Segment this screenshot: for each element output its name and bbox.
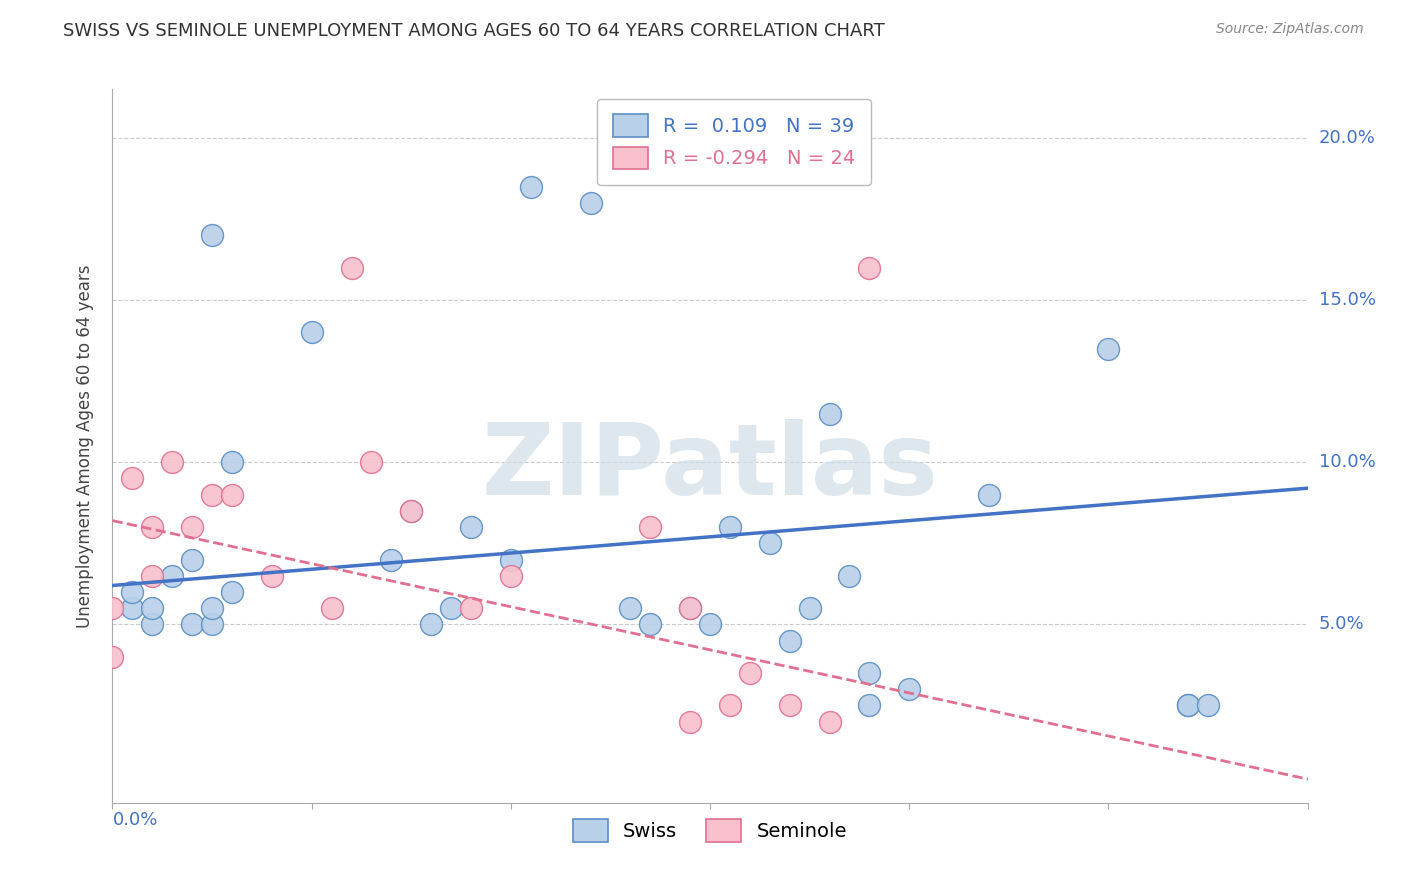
Point — [818, 714, 841, 729]
Point — [460, 601, 482, 615]
Legend: Swiss, Seminole: Swiss, Seminole — [557, 804, 863, 857]
Point — [679, 714, 702, 729]
Point — [640, 520, 662, 534]
Text: ZIPatlas: ZIPatlas — [482, 419, 938, 516]
Text: 15.0%: 15.0% — [1319, 291, 1375, 309]
Text: 10.0%: 10.0% — [1319, 453, 1375, 471]
Y-axis label: Unemployment Among Ages 60 to 64 years: Unemployment Among Ages 60 to 64 years — [76, 264, 94, 628]
Point — [738, 666, 761, 681]
Point — [898, 682, 921, 697]
Point — [321, 601, 343, 615]
Point — [679, 601, 702, 615]
Point — [520, 179, 543, 194]
Text: Source: ZipAtlas.com: Source: ZipAtlas.com — [1216, 22, 1364, 37]
Point — [301, 326, 323, 340]
Point — [181, 520, 204, 534]
Point — [579, 195, 602, 210]
Point — [121, 585, 143, 599]
Point — [201, 601, 224, 615]
Point — [141, 601, 163, 615]
Point — [141, 568, 163, 582]
Point — [619, 601, 641, 615]
Point — [181, 552, 204, 566]
Point — [221, 585, 243, 599]
Point — [260, 568, 283, 582]
Point — [221, 455, 243, 469]
Point — [141, 617, 163, 632]
Point — [699, 617, 721, 632]
Point — [440, 601, 463, 615]
Point — [818, 407, 841, 421]
Point — [420, 617, 443, 632]
Point — [460, 520, 482, 534]
Point — [718, 520, 741, 534]
Point — [858, 260, 880, 275]
Point — [1197, 698, 1219, 713]
Point — [838, 568, 860, 582]
Point — [779, 633, 801, 648]
Point — [640, 617, 662, 632]
Point — [401, 504, 423, 518]
Text: SWISS VS SEMINOLE UNEMPLOYMENT AMONG AGES 60 TO 64 YEARS CORRELATION CHART: SWISS VS SEMINOLE UNEMPLOYMENT AMONG AGE… — [63, 22, 884, 40]
Point — [101, 649, 124, 664]
Point — [759, 536, 782, 550]
Point — [799, 601, 821, 615]
Point — [858, 698, 880, 713]
Point — [141, 520, 163, 534]
Point — [401, 504, 423, 518]
Point — [858, 666, 880, 681]
Point — [162, 455, 183, 469]
Point — [221, 488, 243, 502]
Point — [201, 617, 224, 632]
Point — [201, 228, 224, 243]
Point — [121, 471, 143, 485]
Text: 0.0%: 0.0% — [112, 812, 157, 830]
Point — [162, 568, 183, 582]
Text: 5.0%: 5.0% — [1319, 615, 1364, 633]
Point — [1097, 342, 1119, 356]
Point — [360, 455, 382, 469]
Point — [121, 601, 143, 615]
Point — [718, 698, 741, 713]
Point — [1177, 698, 1199, 713]
Point — [1177, 698, 1199, 713]
Point — [499, 568, 522, 582]
Point — [101, 601, 124, 615]
Point — [181, 617, 204, 632]
Point — [340, 260, 363, 275]
Point — [499, 552, 522, 566]
Point — [679, 601, 702, 615]
Point — [201, 488, 224, 502]
Text: 20.0%: 20.0% — [1319, 128, 1375, 147]
Point — [977, 488, 1000, 502]
Point — [779, 698, 801, 713]
Point — [380, 552, 402, 566]
